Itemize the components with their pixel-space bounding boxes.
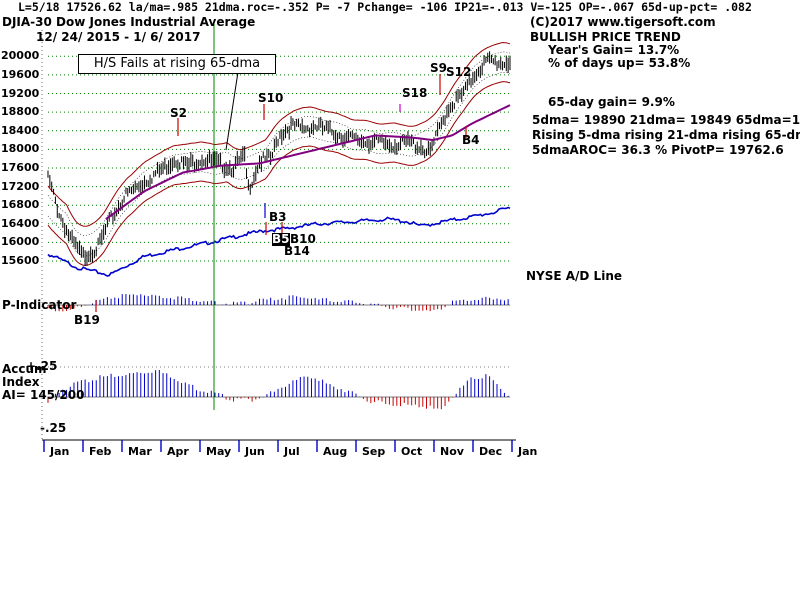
rising-dmas: Rising 5-dma rising 21-dma rising 65-dma xyxy=(532,128,800,142)
price-bars xyxy=(47,51,511,267)
y-tick-label: 15600 xyxy=(1,254,40,268)
y-tick-label: 16400 xyxy=(1,216,40,230)
signal-b19: B19 xyxy=(74,313,100,327)
signal-s10: S10 xyxy=(258,91,284,105)
signal-b10: B10 xyxy=(290,232,316,246)
ad-line-path xyxy=(47,206,511,277)
accum-index-bars xyxy=(47,369,509,410)
inner-lower-band xyxy=(47,71,511,257)
trend-label: BULLISH PRICE TREND xyxy=(530,30,681,44)
y-tick-label: 18800 xyxy=(1,105,40,119)
month-label: Mar xyxy=(128,445,152,458)
copyright: (C)2017 www.tigersoft.com xyxy=(530,15,716,29)
signal-marks xyxy=(95,24,467,410)
y-tick-label: 18400 xyxy=(1,123,40,137)
gain-65day: 65-day gain= 9.9% xyxy=(548,95,675,109)
month-label: Nov xyxy=(440,445,464,458)
month-label: Jan xyxy=(50,445,70,458)
signal-b3: B3 xyxy=(269,210,287,224)
month-label: May xyxy=(206,445,232,458)
ad-line xyxy=(47,206,511,277)
header-stats-line: L=5/18 17526.62 la/ma=.985 21dma.roc=-.3… xyxy=(18,0,752,14)
y-tick-label: 19200 xyxy=(1,86,40,100)
month-label: Oct xyxy=(401,445,423,458)
signal-s18: S18 xyxy=(402,86,428,100)
month-label: Aug xyxy=(323,445,348,458)
ma65-path xyxy=(105,104,511,220)
accum-top-label: +.25 xyxy=(26,359,58,373)
y-tick-label: 17200 xyxy=(1,179,40,193)
month-label: Jun xyxy=(245,445,265,458)
signal-s9: S9 xyxy=(430,61,447,75)
years-gain: Year's Gain= 13.7% xyxy=(548,43,680,57)
signal-b5: B5 xyxy=(272,232,290,246)
p-indicator-bars xyxy=(47,294,509,312)
upper-band xyxy=(47,41,511,227)
ma65-line xyxy=(105,104,511,220)
price-bands xyxy=(47,41,511,266)
signal-b4: B4 xyxy=(462,133,480,147)
month-label: Apr xyxy=(167,445,189,458)
inner-upper-band xyxy=(47,51,511,236)
accum-label: Accum xyxy=(2,362,47,376)
month-label: Jul xyxy=(284,445,300,458)
accum-bottom-label: -.25 xyxy=(40,421,67,435)
axes xyxy=(41,30,516,452)
date-range: 12/ 24/ 2015 - 1/ 6/ 2017 xyxy=(36,30,201,44)
signal-b14: B14 xyxy=(284,244,310,258)
lower-band xyxy=(47,81,511,266)
pct-days-up: % of days up= 53.8% xyxy=(548,56,691,70)
month-label: Jan xyxy=(518,445,538,458)
chart-title: DJIA-30 Dow Jones Industrial Average xyxy=(2,15,256,29)
signal-s2: S2 xyxy=(170,106,187,120)
dma-values: 5dma= 19890 21dma= 19849 65dma=18950 xyxy=(532,113,800,127)
aroc-pivot: 5dmaAROC= 36.3 % PivotP= 19762.6 xyxy=(532,143,784,157)
month-label: Dec xyxy=(479,445,503,458)
hs-callout: H/S Fails at rising 65-dma xyxy=(78,54,276,74)
accum-ai: AI= 145/200 xyxy=(2,388,85,402)
callout-pointer xyxy=(225,71,239,151)
month-label: Feb xyxy=(89,445,112,458)
month-label: Sep xyxy=(362,445,386,458)
y-tick-label: 16000 xyxy=(1,235,40,249)
y-tick-label: 18000 xyxy=(1,142,40,156)
y-tick-label: 17600 xyxy=(1,160,40,174)
ad-line-label: NYSE A/D Line xyxy=(526,269,622,283)
signal-s12: S12 xyxy=(446,65,472,79)
p-indicator-label: P-Indicator xyxy=(2,298,77,312)
y-tick-label: 20000 xyxy=(1,49,40,63)
index-label: Index xyxy=(2,375,40,389)
y-tick-label: 19600 xyxy=(1,67,40,81)
y-tick-label: 16800 xyxy=(1,198,40,212)
